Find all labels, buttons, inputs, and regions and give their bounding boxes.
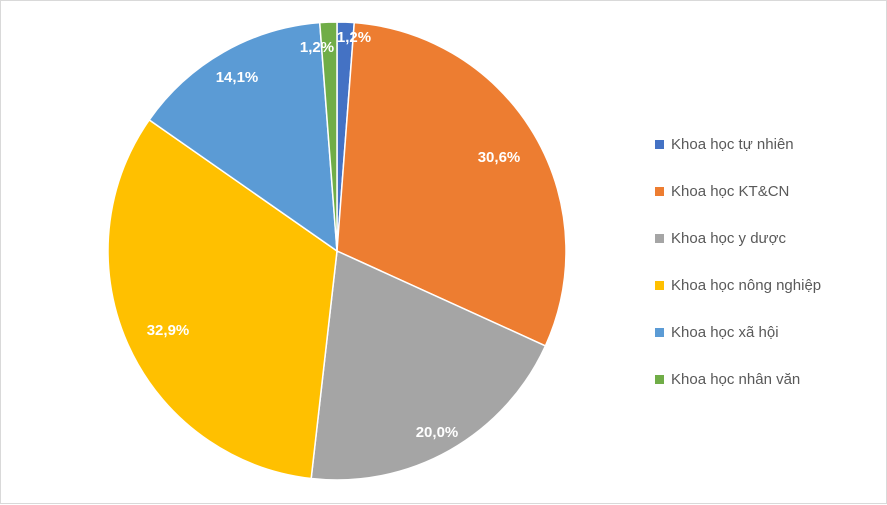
data-label-1: 30,6% xyxy=(478,149,521,166)
legend-swatch xyxy=(655,375,664,384)
legend-item-khoa-hoc-nong-nghiep: Khoa học nông nghiệp xyxy=(655,262,880,309)
pie-slice-1 xyxy=(336,21,567,347)
legend-label: Khoa học tự nhiên xyxy=(671,136,794,153)
legend: Khoa học tự nhiên Khoa học KT&CN Khoa họ… xyxy=(655,121,880,403)
data-label-5: 1,2% xyxy=(300,39,334,56)
legend-item-khoa-hoc-xa-hoi: Khoa học xã hội xyxy=(655,309,880,356)
legend-swatch xyxy=(655,234,664,243)
legend-item-khoa-hoc-kt-cn: Khoa học KT&CN xyxy=(655,168,880,215)
legend-label: Khoa học KT&CN xyxy=(671,183,790,200)
pie-slice-4 xyxy=(148,21,338,253)
legend-swatch xyxy=(655,140,664,149)
data-label-3: 32,9% xyxy=(147,322,190,339)
data-label-4: 14,1% xyxy=(216,69,259,86)
data-label-0: 1,2% xyxy=(337,29,371,46)
pie-slice-5 xyxy=(318,21,338,252)
legend-swatch xyxy=(655,281,664,290)
legend-swatch xyxy=(655,328,664,337)
pie-slice-3 xyxy=(107,118,338,480)
legend-item-khoa-hoc-nhan-van: Khoa học nhân văn xyxy=(655,356,880,403)
legend-label: Khoa học y dược xyxy=(671,230,786,247)
legend-swatch xyxy=(655,187,664,196)
legend-label: Khoa học nông nghiệp xyxy=(671,277,822,294)
legend-item-khoa-hoc-tu-nhien: Khoa học tự nhiên xyxy=(655,121,880,168)
legend-label: Khoa học nhân văn xyxy=(671,371,801,388)
legend-item-khoa-hoc-y-duoc: Khoa học y dược xyxy=(655,215,880,262)
legend-label: Khoa học xã hội xyxy=(671,324,779,341)
pie-slice-2 xyxy=(310,249,547,481)
data-label-2: 20,0% xyxy=(416,424,459,441)
